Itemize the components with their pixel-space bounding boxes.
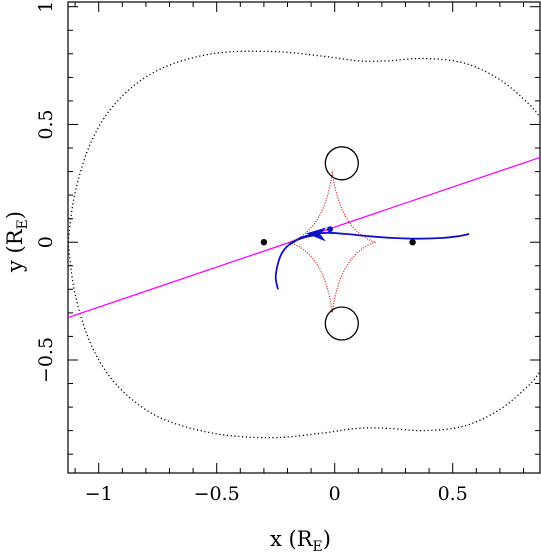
y-tick-label: 0.5 xyxy=(35,109,57,139)
critical-curve-lower xyxy=(68,242,540,439)
y-tick-label: −0.5 xyxy=(35,337,57,383)
y-tick-label: 0 xyxy=(35,236,57,248)
x-axis-label-subscript: E xyxy=(313,539,323,555)
x-tick-label: −1 xyxy=(85,483,113,505)
x-tick-label: −0.5 xyxy=(194,483,240,505)
y-axis-label-subscript: E xyxy=(15,219,31,229)
caustic-curve xyxy=(288,171,377,313)
lens-point xyxy=(409,239,416,246)
y-axis-label-close: ) xyxy=(3,211,27,219)
x-axis-label-close: ) xyxy=(323,527,331,551)
axis-ticks xyxy=(68,2,540,473)
x-tick-label: 0 xyxy=(329,483,341,505)
y-axis-label-main: y (R xyxy=(3,228,27,273)
x-tick-label: 0.5 xyxy=(438,483,468,505)
lens-points xyxy=(260,239,416,246)
source-point xyxy=(327,226,333,233)
trajectory-arrowhead xyxy=(306,227,327,242)
critical-curve-upper xyxy=(68,50,540,243)
x-axis-label-main: x (R xyxy=(270,527,314,551)
image-circles xyxy=(324,146,359,341)
tick-labels: −1 −0.5 0 0.5 −0.5 0 0.5 1 xyxy=(35,1,468,505)
y-tick-label: 1 xyxy=(35,1,57,13)
y-axis-label: y (RE) xyxy=(3,211,31,273)
image-circle xyxy=(324,146,359,181)
image-circle xyxy=(324,306,359,341)
lens-point xyxy=(260,239,268,246)
x-axis-label: x (RE) xyxy=(270,527,331,555)
trajectory-arc xyxy=(274,234,316,290)
